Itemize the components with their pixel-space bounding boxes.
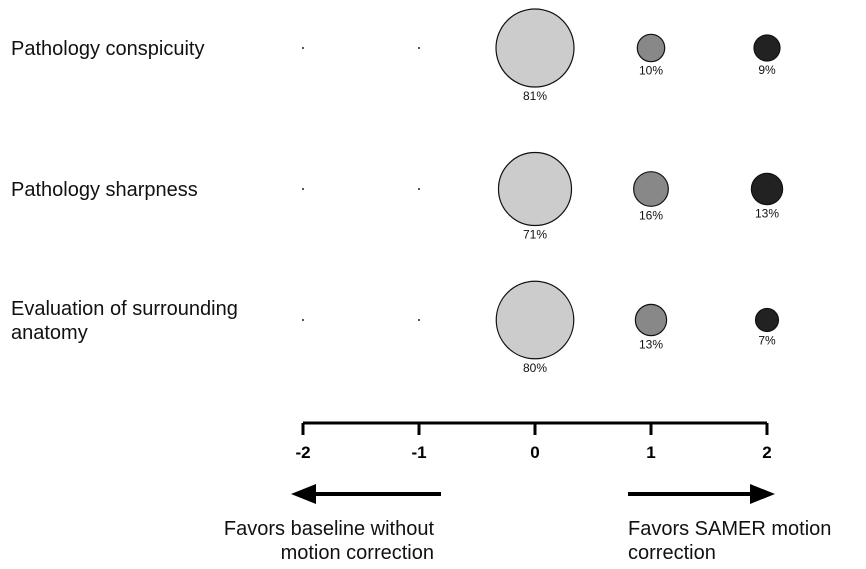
bubble-label-row2-col5: 13% <box>755 207 779 221</box>
bubble-label-row1-col4: 10% <box>639 64 663 78</box>
bubble-label-row2-col4: 16% <box>639 208 663 222</box>
bubble-label-row2-col3: 71% <box>523 228 547 242</box>
arrow-right-head <box>750 484 775 504</box>
dot-row1-col1 <box>302 47 304 49</box>
direction-arrows <box>291 484 775 504</box>
row-label-pathology-conspicuity: Pathology conspicuity <box>11 38 205 60</box>
bubble-row3-col5 <box>754 307 780 333</box>
bubble-label-row3-col4: 13% <box>639 338 663 352</box>
bubble-layer: 81% 10% 9% 71% 16% 13% 80% 13% 7% <box>302 8 784 375</box>
axis-tick-label-1: -1 <box>411 443 426 462</box>
bubble-row2-col3 <box>497 151 573 227</box>
dot-row3-col2 <box>418 319 420 321</box>
dot-row3-col1 <box>302 319 304 321</box>
arrow-left-head <box>291 484 316 504</box>
row-label-pathology-sharpness: Pathology sharpness <box>11 179 198 201</box>
bubble-row1-col3 <box>495 8 575 88</box>
caption-favors-baseline: Favors baseline without motion correctio… <box>223 518 434 564</box>
axis-tick-label-0: -2 <box>295 443 310 462</box>
bubble-row1-col4 <box>636 33 666 63</box>
bubble-row3-col4 <box>634 303 668 337</box>
axis-tick-label-4: 2 <box>762 443 771 462</box>
axis-tick-label-3: 1 <box>646 443 655 462</box>
x-axis: -2 -1 0 1 2 <box>295 421 772 462</box>
bubble-row1-col5 <box>753 34 781 62</box>
bubble-row2-col5 <box>750 172 784 206</box>
axis-tick-label-2: 0 <box>530 443 539 462</box>
bubble-row2-col4 <box>633 171 669 207</box>
dot-row1-col2 <box>418 47 420 49</box>
row-label-surrounding-anatomy: Evaluation of surrounding anatomy <box>11 298 238 344</box>
bubble-row3-col3 <box>495 280 575 360</box>
bubble-label-row1-col5: 9% <box>758 63 776 77</box>
dot-row2-col2 <box>418 188 420 190</box>
bubble-label-row1-col3: 81% <box>523 89 547 103</box>
bubble-label-row3-col5: 7% <box>758 333 776 347</box>
caption-favors-samer: Favors SAMER motion correction <box>628 518 832 564</box>
bubble-label-row3-col3: 80% <box>523 361 547 375</box>
dot-row2-col1 <box>302 188 304 190</box>
